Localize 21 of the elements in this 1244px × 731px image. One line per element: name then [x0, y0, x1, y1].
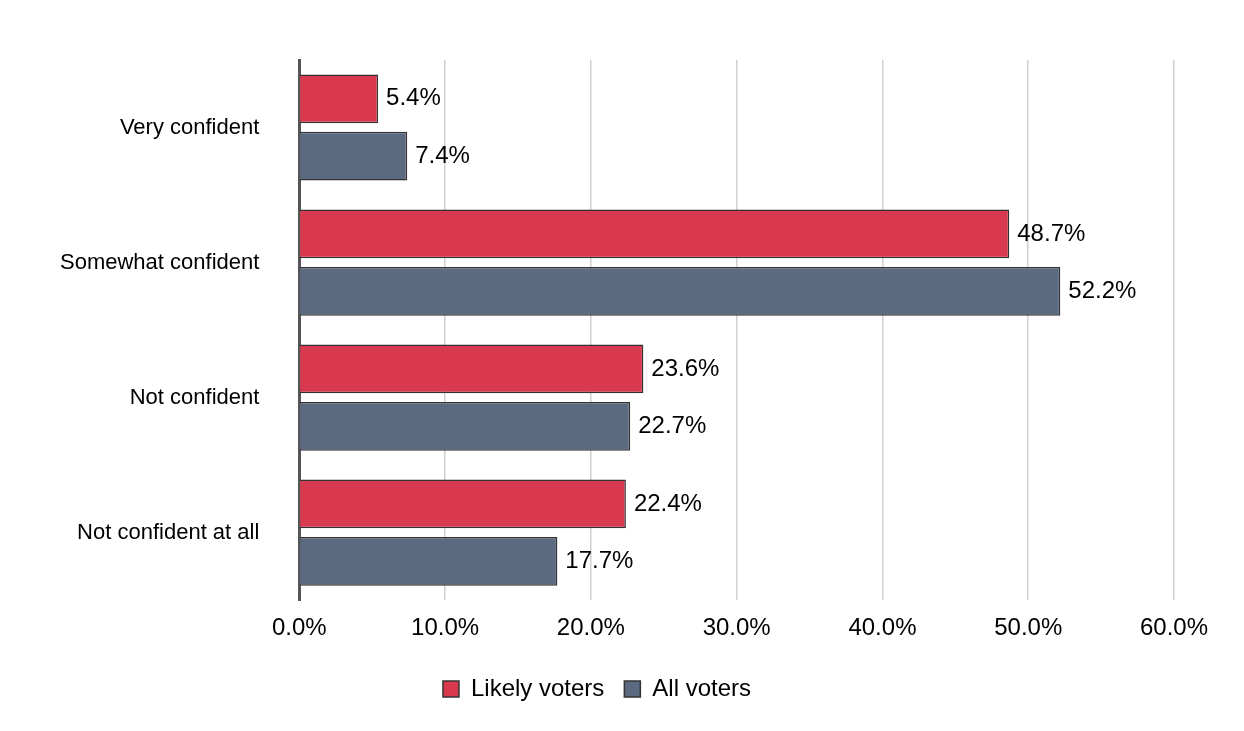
data-label: 17.7%: [565, 546, 634, 573]
legend-label: All voters: [652, 673, 752, 701]
x-tick-label: 40.0%: [848, 613, 917, 641]
y-tick-label: Not confident: [129, 383, 260, 409]
data-label: 5.4%: [386, 83, 441, 111]
x-tick-label: 0.0%: [271, 613, 327, 641]
data-label: 22.4%: [633, 488, 702, 516]
y-tick-label: Somewhat confident: [60, 248, 260, 274]
data-label: 23.6%: [651, 353, 720, 381]
x-tick-label: 20.0%: [556, 613, 625, 641]
data-label: 7.4%: [415, 140, 470, 168]
data-label: 48.7%: [1017, 218, 1086, 246]
legend-label: Likely voters: [470, 673, 605, 701]
y-tick-label: Very confident: [119, 113, 260, 139]
data-label: 22.7%: [638, 410, 707, 438]
x-tick-label: 30.0%: [702, 613, 771, 641]
x-tick-label: 60.0%: [1139, 613, 1209, 641]
data-label: 52.2%: [1068, 275, 1137, 303]
x-tick-label: 50.0%: [994, 613, 1063, 641]
x-tick-label: 10.0%: [411, 613, 480, 641]
y-tick-label: Not confident at all: [77, 518, 260, 544]
